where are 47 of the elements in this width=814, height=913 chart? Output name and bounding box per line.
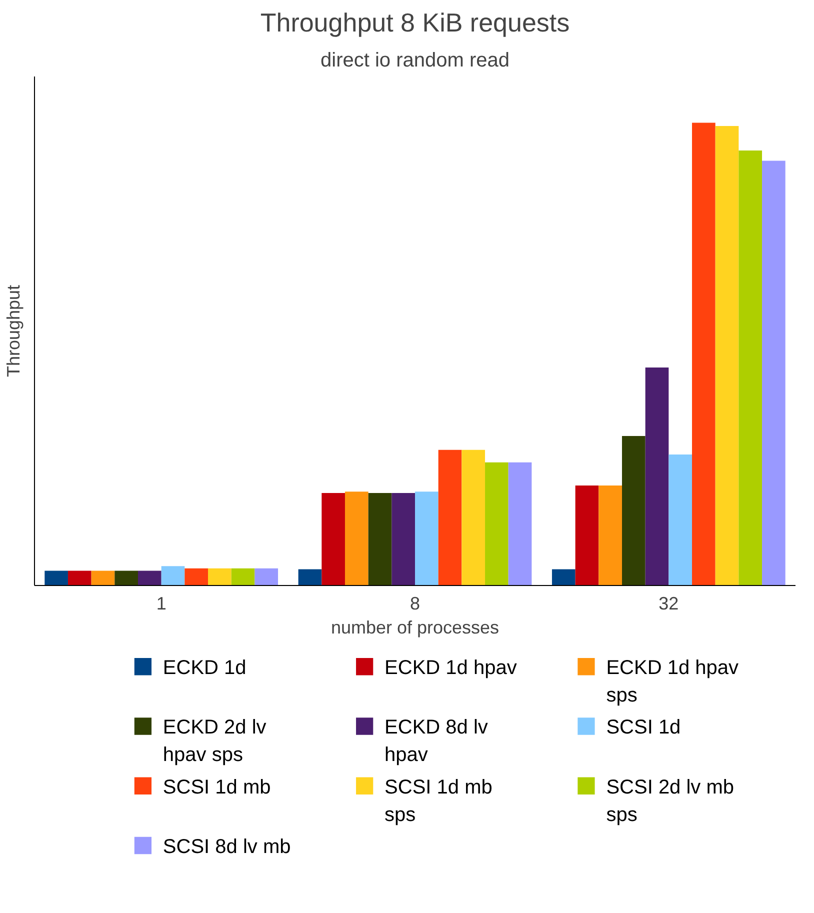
bar	[715, 126, 739, 586]
bar	[645, 368, 669, 586]
x-tick-label: 32	[658, 594, 679, 614]
legend-label: ECKD 1d hpav sps	[606, 657, 738, 707]
bar	[575, 486, 599, 586]
bar	[622, 436, 646, 586]
x-axis-title: number of processes	[330, 618, 500, 638]
bar	[298, 569, 322, 586]
legend-label: SCSI 1d mb sps	[384, 776, 492, 826]
legend-label: SCSI 1d	[606, 716, 681, 739]
bar	[392, 492, 415, 586]
legend-label: SCSI 1d mb	[162, 776, 271, 798]
legend-label: SCSI 2d lv mb sps	[606, 776, 734, 826]
bar	[762, 160, 786, 586]
legend-label: SCSI 8d lv mb	[162, 836, 291, 858]
bar	[254, 568, 278, 586]
chart-subtitle: direct io random read	[320, 50, 510, 72]
legend-label: ECKD 8d lv hpav	[384, 716, 488, 766]
bar	[552, 569, 576, 586]
bar	[438, 450, 462, 586]
bar	[462, 450, 486, 586]
bar	[91, 570, 115, 586]
bar	[508, 462, 532, 586]
bar	[322, 492, 345, 586]
bar	[668, 454, 692, 586]
bar	[368, 492, 392, 586]
bar	[344, 492, 368, 586]
chart-title: Throughput 8 KiB requests	[260, 8, 570, 38]
bar	[231, 568, 255, 586]
legend-label: ECKD 2d lv hpav sps	[162, 716, 266, 766]
bar	[738, 150, 762, 586]
bar	[598, 486, 622, 586]
legend-label: ECKD 1d hpav	[384, 657, 517, 680]
bar	[485, 462, 508, 586]
bar	[161, 566, 185, 586]
bar	[184, 568, 208, 586]
legend-label: ECKD 1d	[162, 657, 246, 680]
y-axis-title: Throughput	[4, 284, 24, 378]
bar	[114, 570, 138, 586]
bar	[208, 568, 232, 586]
bar	[138, 570, 162, 586]
bar	[68, 570, 92, 586]
bar	[692, 122, 716, 586]
bar	[415, 492, 438, 586]
bar	[44, 570, 68, 586]
x-tick-label: 1	[156, 594, 166, 614]
x-tick-label: 8	[410, 594, 420, 614]
